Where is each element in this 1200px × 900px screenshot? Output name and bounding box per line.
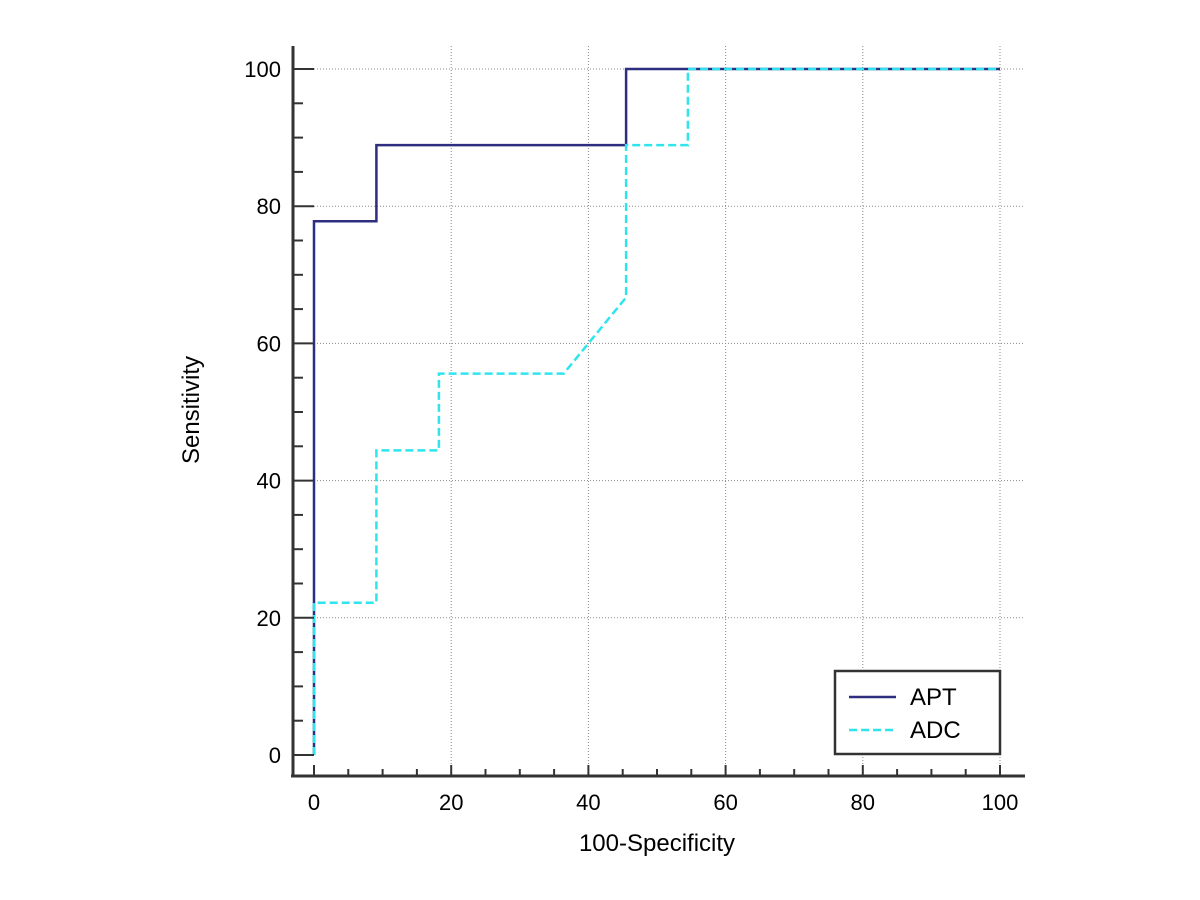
- tick-labels: 0 20 40 60 80 100 0 20 40 60 80 100: [244, 57, 1018, 815]
- x-axis-title: 100-Specificity: [579, 830, 735, 857]
- ticks: [293, 68, 1001, 776]
- legend-box: [833, 669, 1002, 756]
- legend-label-apt: APT: [910, 684, 957, 711]
- y-tick-label: 20: [257, 606, 281, 631]
- series-layer: [312, 67, 1000, 755]
- y-tick-label: 40: [257, 469, 281, 494]
- y-tick-label: 80: [257, 194, 281, 219]
- y-tick-label: 0: [269, 743, 281, 768]
- series-line-adc: [312, 67, 1000, 755]
- x-tick-label: 40: [576, 790, 600, 815]
- x-tick-label: 80: [851, 790, 875, 815]
- legend-label-adc: ADC: [910, 717, 961, 744]
- legend: APT ADC: [833, 669, 1002, 756]
- y-axis-title: Sensitivity: [178, 356, 205, 464]
- x-tick-label: 100: [982, 790, 1019, 815]
- y-tick-label: 100: [244, 57, 281, 82]
- grid-lines: [293, 46, 1025, 776]
- x-tick-label: 0: [308, 790, 320, 815]
- axes: [291, 46, 1025, 778]
- x-tick-label: 20: [439, 790, 463, 815]
- y-tick-label: 60: [257, 331, 281, 356]
- x-tick-label: 60: [713, 790, 737, 815]
- series-line-apt: [312, 67, 1000, 755]
